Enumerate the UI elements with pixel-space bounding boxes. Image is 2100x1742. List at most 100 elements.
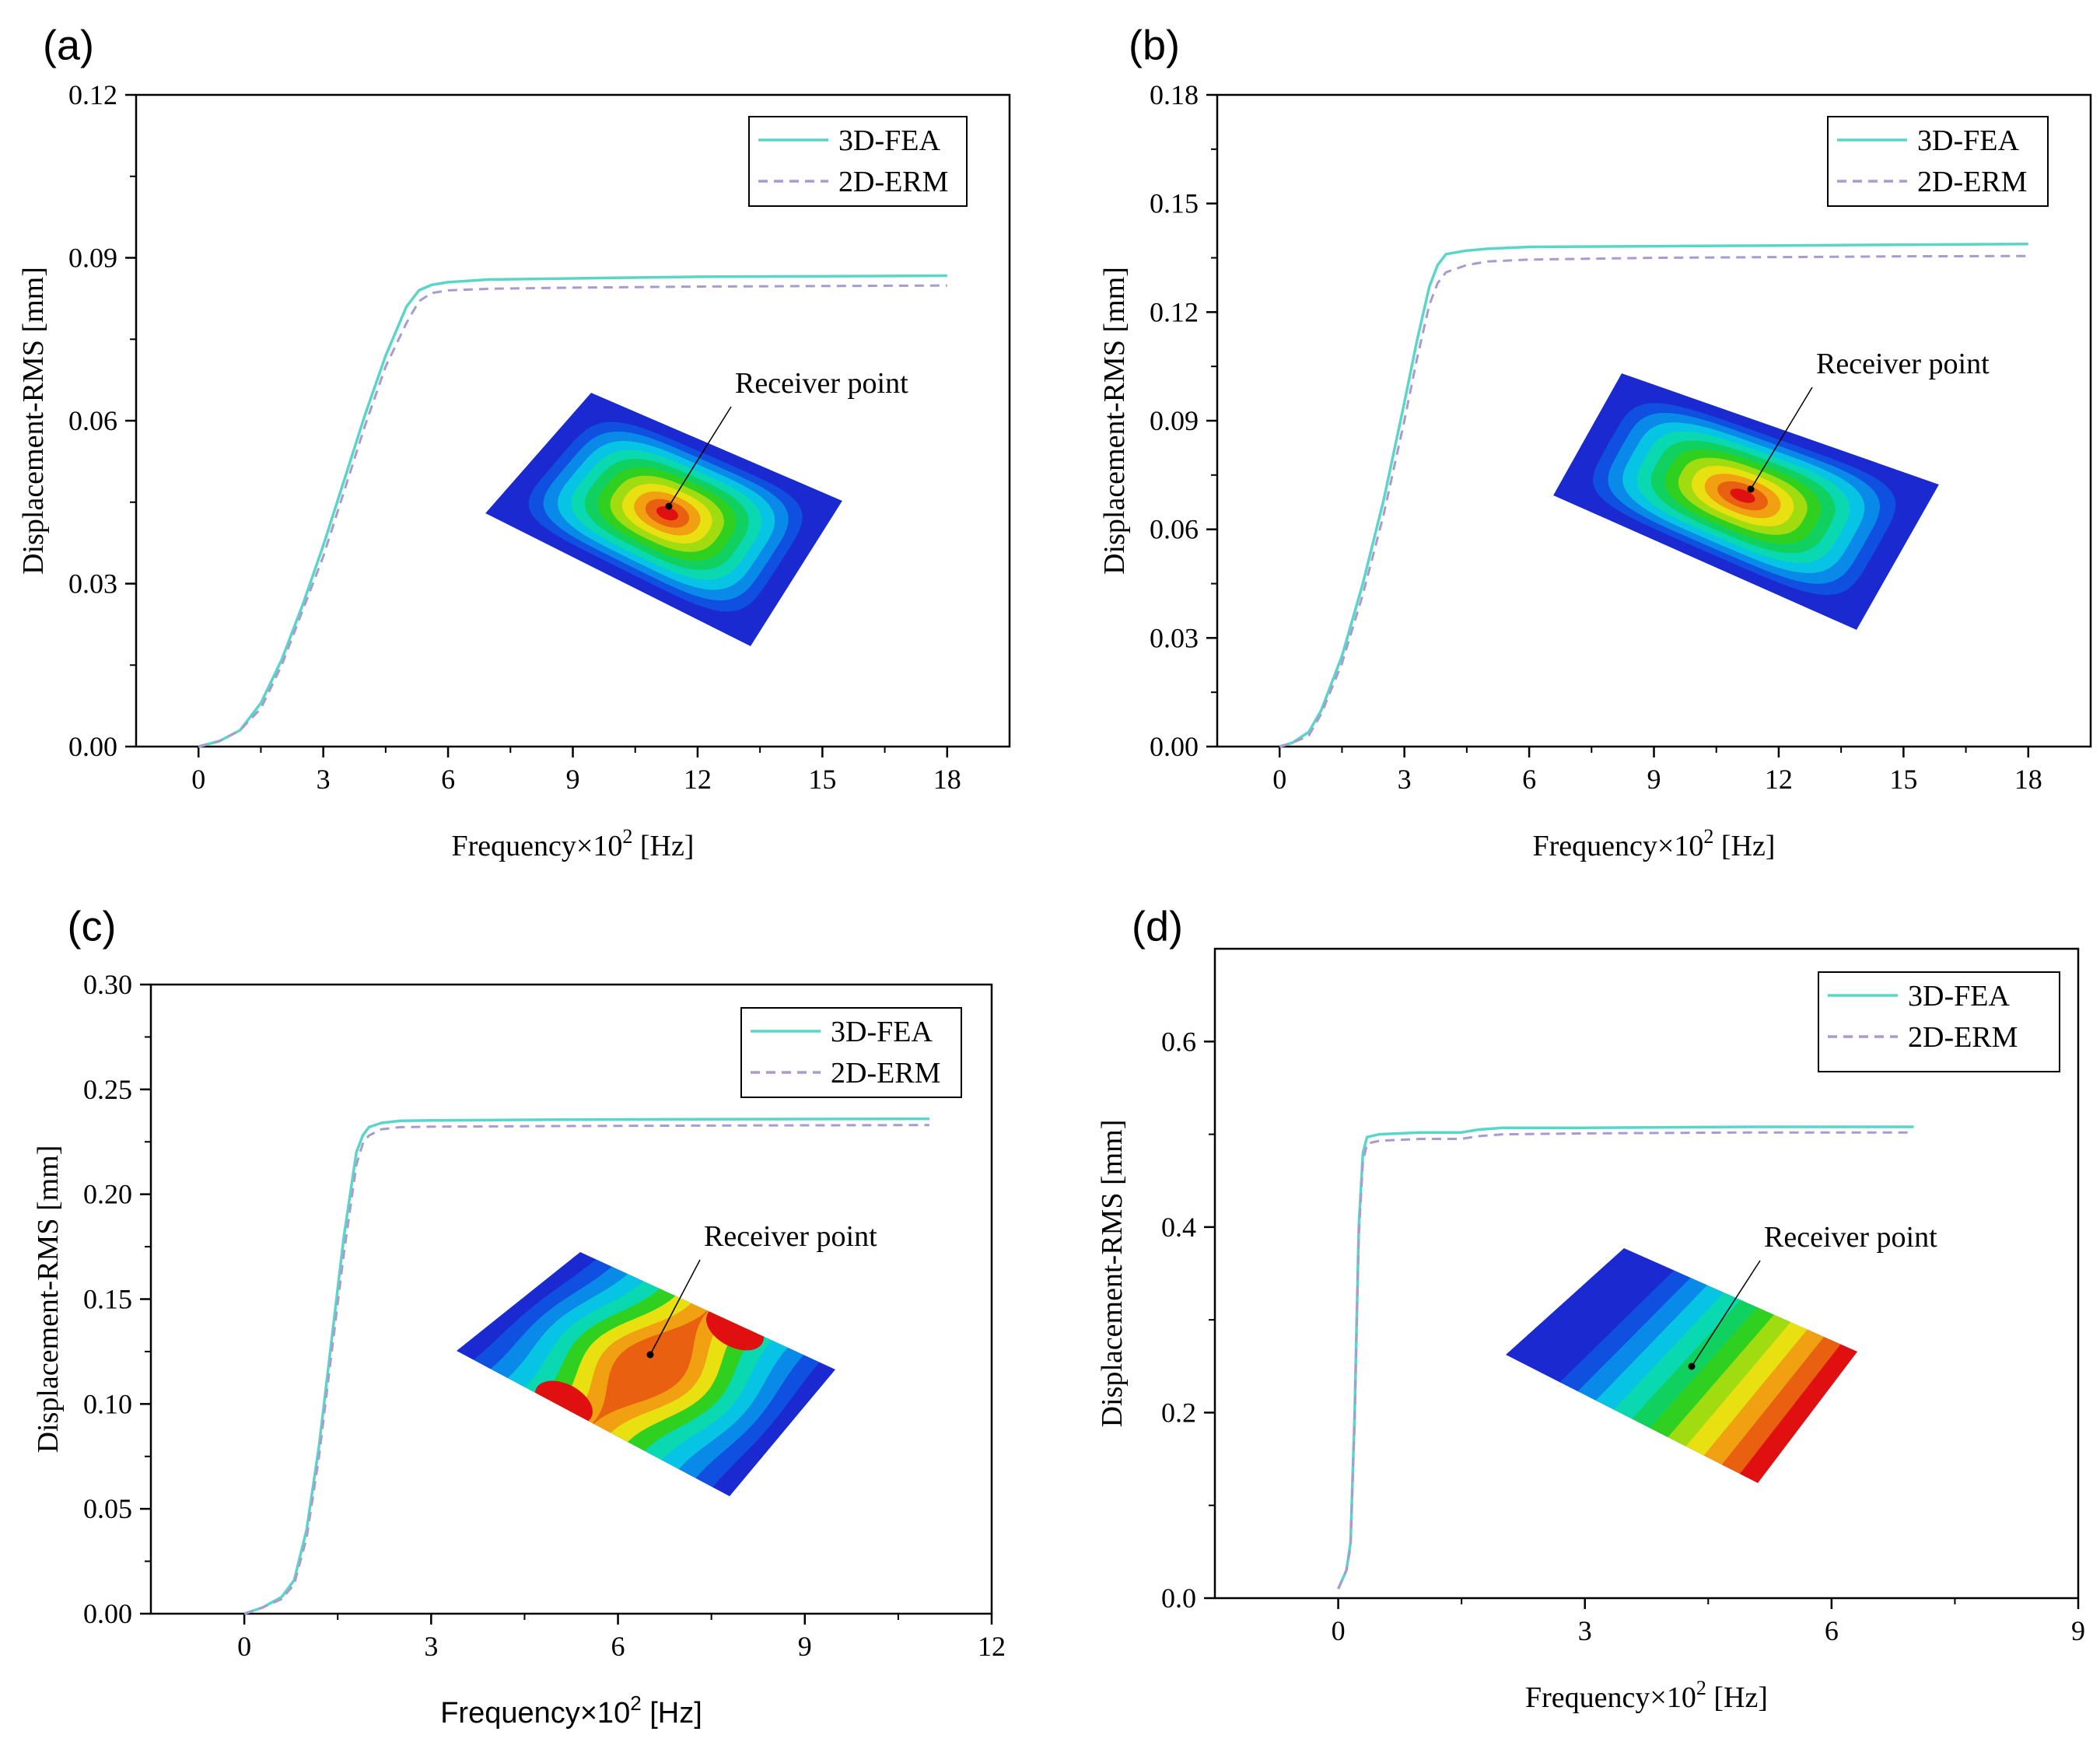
x-tick-label: 6 xyxy=(441,764,455,795)
series-line-erm xyxy=(1337,1131,1914,1590)
legend-label-fea: 3D-FEA xyxy=(838,124,940,157)
x-axis-label: Frequency×102 [Hz] xyxy=(452,825,695,862)
x-axis-label: Frequency×102 [Hz] xyxy=(1533,825,1776,862)
legend-label-erm: 2D-ERM xyxy=(1908,1021,2018,1054)
x-tick-label: 12 xyxy=(1765,764,1793,795)
legend-box xyxy=(748,116,968,207)
legend-label-fea: 3D-FEA xyxy=(1908,980,2010,1013)
series-line-erm xyxy=(243,1124,929,1615)
y-tick-label: 0.09 xyxy=(68,243,117,274)
x-label-sup: 2 xyxy=(630,1691,641,1715)
x-tick-label: 18 xyxy=(2014,764,2042,795)
x-tick-label: 12 xyxy=(978,1631,1006,1662)
x-tick-label: 6 xyxy=(1522,764,1536,795)
leader-line xyxy=(1691,1260,1761,1367)
plot-frame xyxy=(1213,947,2080,1600)
x-label-unit: [Hz] xyxy=(632,830,694,862)
receiver-point-label: Receiver point xyxy=(1764,1221,1937,1254)
contour-band xyxy=(1524,1255,1658,1373)
x-tick-label: 9 xyxy=(2071,1615,2085,1646)
y-axis-label: Displacement-RMS [mm] xyxy=(32,1146,65,1453)
legend-box xyxy=(1818,971,2060,1072)
panel-label: (b) xyxy=(1129,22,1180,68)
receiver-point-marker xyxy=(646,1351,654,1359)
x-axis-label: Frequency×102 [Hz] xyxy=(440,1691,702,1730)
x-tick-label: 9 xyxy=(798,1631,812,1662)
x-label-main: Frequency×10 xyxy=(452,830,623,862)
contour-band xyxy=(1668,1314,1791,1447)
y-tick-label: 0.03 xyxy=(68,568,117,600)
y-axis-label: Displacement-RMS [mm] xyxy=(17,267,50,575)
x-tick-label: 15 xyxy=(808,764,836,795)
x-tick-label: 6 xyxy=(611,1631,625,1662)
y-axis-label: Displacement-RMS [mm] xyxy=(1098,267,1131,575)
y-axis-label: Displacement-RMS [mm] xyxy=(1096,1120,1129,1428)
y-tick-label: 0.06 xyxy=(1150,514,1199,545)
y-tick-label: 0.12 xyxy=(68,79,117,110)
contour-band xyxy=(1542,1263,1675,1383)
y-tick-label: 0.05 xyxy=(83,1493,132,1524)
y-tick-label: 0.4 xyxy=(1161,1212,1196,1243)
x-label-unit: [Hz] xyxy=(1713,830,1775,862)
y-tick-label: 0.18 xyxy=(1150,79,1199,110)
contour-inset: Receiver point xyxy=(485,367,908,646)
receiver-point-label: Receiver point xyxy=(1816,348,1990,380)
chart-panel-c: (c) 0 3 6 9 12 0.00 0.05 0.10 0.15 0.20 0.25 0.30 Fre… xyxy=(32,903,1006,1730)
contour-band xyxy=(592,1310,709,1424)
y-tick-label: 0.15 xyxy=(83,1284,132,1315)
y-tick-label: 0.6 xyxy=(1161,1026,1196,1057)
legend: 3D-FEA 2D-ERM xyxy=(1818,971,2060,1072)
panel-label: (a) xyxy=(43,22,94,68)
contour-field xyxy=(1553,373,1939,630)
contour-band xyxy=(1730,488,1755,503)
contour-inset: Receiver point xyxy=(457,1220,877,1496)
x-tick-label: 0 xyxy=(1272,764,1286,795)
leader-line xyxy=(668,406,732,507)
legend-label-fea: 3D-FEA xyxy=(1917,124,2019,157)
x-label-sup: 2 xyxy=(622,825,632,848)
y-tick-label: 0.0 xyxy=(1161,1583,1196,1614)
contour-band xyxy=(1559,1270,1692,1392)
y-tick-label: 0.00 xyxy=(68,731,117,762)
contour-band xyxy=(1506,1248,1641,1365)
legend-box xyxy=(740,1007,962,1098)
contour-band xyxy=(1739,1344,1857,1483)
series-line-fea xyxy=(198,274,947,748)
contour-band xyxy=(1685,1322,1808,1456)
x-tick-label: 3 xyxy=(1398,764,1412,795)
x-axis-label: Frequency×102 [Hz] xyxy=(1525,1677,1768,1714)
receiver-point-marker xyxy=(1688,1362,1696,1370)
y-tick-label: 0.25 xyxy=(83,1074,132,1105)
contour-inset: Receiver point xyxy=(1506,1221,1937,1483)
y-tick-label: 0.20 xyxy=(83,1179,132,1210)
x-label-unit: [Hz] xyxy=(1706,1681,1768,1714)
series-line-fea xyxy=(243,1117,929,1615)
contour-band xyxy=(1650,1307,1775,1438)
x-label-main: Frequency×10 xyxy=(1525,1681,1696,1714)
series-line-fea xyxy=(1279,243,2028,748)
x-tick-label: 18 xyxy=(933,764,961,795)
receiver-point-marker xyxy=(1747,485,1755,493)
x-label-unit: [Hz] xyxy=(642,1697,702,1730)
series-line-erm xyxy=(198,284,947,748)
contour-field xyxy=(457,1252,835,1496)
y-tick-label: 0.12 xyxy=(1150,296,1199,327)
contour-band xyxy=(1595,1285,1725,1410)
x-label-sup: 2 xyxy=(1696,1677,1706,1699)
leader-line xyxy=(1750,387,1813,490)
x-tick-label: 0 xyxy=(237,1631,251,1662)
contour-inset: Receiver point xyxy=(1553,348,1990,630)
y-tick-label: 0.09 xyxy=(1150,405,1199,436)
contour-band xyxy=(1613,1293,1741,1419)
contour-field xyxy=(485,393,842,646)
contour-field xyxy=(1506,1248,1857,1483)
legend-label-erm: 2D-ERM xyxy=(1917,166,2027,198)
y-tick-label: 0.06 xyxy=(68,405,117,436)
x-tick-label: 0 xyxy=(191,764,205,795)
x-label-main: Frequency×10 xyxy=(440,1697,630,1730)
contour-band xyxy=(656,506,678,521)
x-tick-label: 0 xyxy=(1332,1615,1346,1646)
x-tick-label: 9 xyxy=(1647,764,1661,795)
receiver-point-marker xyxy=(665,502,673,510)
